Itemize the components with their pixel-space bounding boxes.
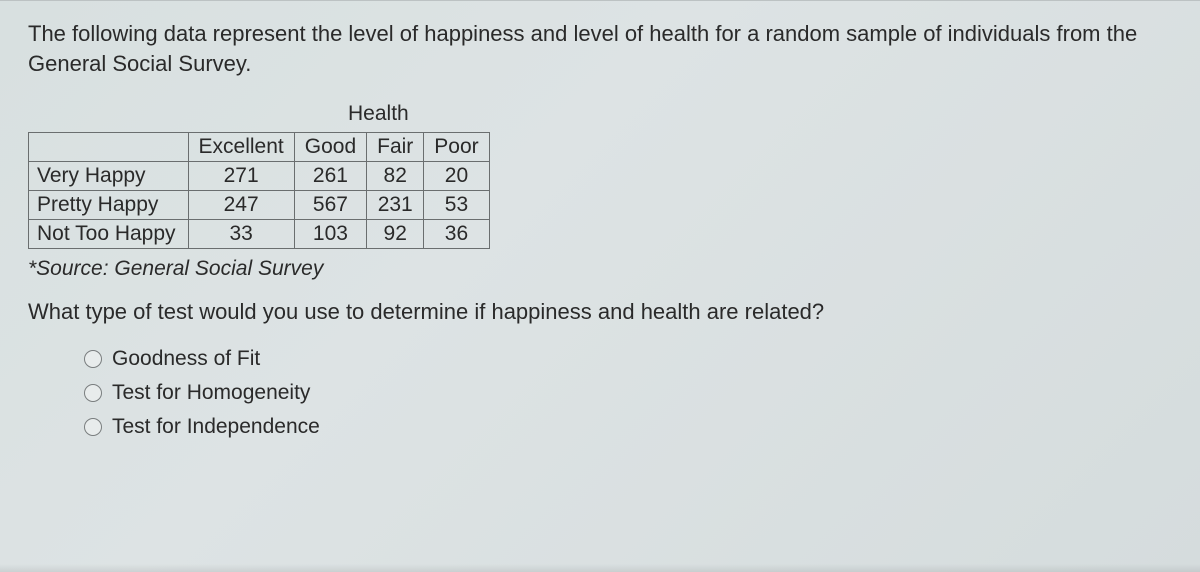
cell: 247: [188, 191, 294, 220]
col-poor: Poor: [424, 133, 489, 162]
table-title: Health: [348, 102, 1172, 126]
table-wrap: Health Excellent Good Fair Poor Very Hap…: [28, 102, 1172, 249]
col-excellent: Excellent: [188, 133, 294, 162]
cell: 53: [424, 191, 489, 220]
row-label: Not Too Happy: [29, 220, 189, 249]
option-label: Goodness of Fit: [112, 347, 260, 371]
options-group: Goodness of Fit Test for Homogeneity Tes…: [84, 347, 1172, 439]
option-goodness-of-fit[interactable]: Goodness of Fit: [84, 347, 1172, 371]
radio-icon: [84, 350, 102, 368]
cell: 261: [294, 162, 366, 191]
option-label: Test for Independence: [112, 415, 320, 439]
cell: 231: [367, 191, 424, 220]
option-test-homogeneity[interactable]: Test for Homogeneity: [84, 381, 1172, 405]
radio-icon: [84, 418, 102, 436]
table-header-blank: [29, 133, 189, 162]
option-test-independence[interactable]: Test for Independence: [84, 415, 1172, 439]
option-label: Test for Homogeneity: [112, 381, 310, 405]
cell: 271: [188, 162, 294, 191]
intro-text: The following data represent the level o…: [28, 19, 1168, 78]
table-row: Very Happy 271 261 82 20: [29, 162, 490, 191]
cell: 82: [367, 162, 424, 191]
radio-icon: [84, 384, 102, 402]
table-row: Not Too Happy 33 103 92 36: [29, 220, 490, 249]
col-fair: Fair: [367, 133, 424, 162]
cell: 92: [367, 220, 424, 249]
row-label: Pretty Happy: [29, 191, 189, 220]
question-text: What type of test would you use to deter…: [28, 299, 1172, 325]
cell: 20: [424, 162, 489, 191]
table-row: Pretty Happy 247 567 231 53: [29, 191, 490, 220]
source-citation: *Source: General Social Survey: [28, 257, 1172, 281]
cell: 103: [294, 220, 366, 249]
table-header-row: Excellent Good Fair Poor: [29, 133, 490, 162]
data-table: Excellent Good Fair Poor Very Happy 271 …: [28, 132, 490, 249]
cell: 567: [294, 191, 366, 220]
col-good: Good: [294, 133, 366, 162]
cell: 33: [188, 220, 294, 249]
row-label: Very Happy: [29, 162, 189, 191]
cell: 36: [424, 220, 489, 249]
